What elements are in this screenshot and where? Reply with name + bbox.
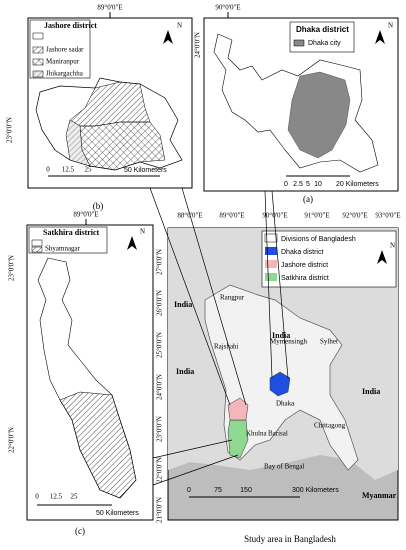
scale-label: 25 — [85, 166, 93, 174]
legend-item: Divisions of Bangladesh — [281, 236, 356, 243]
scale-label: 10 — [314, 181, 322, 188]
scale-label: 12.5 — [62, 166, 75, 174]
place: India — [272, 331, 290, 340]
panel-c: 89°0'0"E 23°0'0"N 22°0'0"N Satkhira dist… — [8, 211, 154, 536]
lon-label: 91°0'0"E — [304, 212, 329, 220]
legend-item: Dhaka district — [281, 249, 323, 256]
place: Barisal — [268, 430, 288, 438]
lat-label: 23°0'0"N — [156, 416, 164, 442]
legend — [289, 21, 355, 53]
scale-label: 50 Kilometers — [124, 167, 167, 174]
place: Sylhet — [320, 338, 338, 346]
lat-label: 27°0'0"N — [156, 249, 164, 275]
scale-label: 5 — [306, 181, 310, 188]
place: Bay of Bengal — [264, 463, 304, 471]
scale-label: 150 — [240, 487, 252, 494]
caption: (a) — [303, 194, 313, 204]
legend-item: Jashore district — [281, 262, 328, 269]
place: India — [362, 387, 380, 396]
legend-item: Maniranpur — [46, 58, 80, 66]
legend-item: Jhikargachha — [46, 70, 84, 78]
scale-label: 25 — [71, 493, 79, 501]
scale-label: 0 — [284, 181, 288, 188]
legend-item: Dhaka city — [308, 40, 341, 47]
caption: (b) — [93, 201, 104, 211]
place: Rangpur — [220, 294, 245, 302]
lon-label: 90°0'0"E — [215, 4, 240, 12]
lon-label: 89°0'0"E — [97, 4, 122, 12]
place: India — [174, 300, 192, 309]
place: Rajshahi — [214, 343, 239, 351]
place: Khulna — [246, 430, 268, 438]
panel-a: 90°0'0"E 24°0'0"N Dhaka district Dhaka c… — [194, 4, 399, 204]
north: N — [388, 22, 393, 30]
scale-label: 0 — [35, 493, 39, 501]
lon-label: 93°0'0"E — [375, 212, 400, 220]
legend-title: Satkhira district — [43, 228, 100, 237]
scale-label: 0 — [46, 166, 50, 174]
scale-label: 300 Kilometers — [292, 487, 339, 494]
place: India — [176, 367, 194, 376]
north: N — [177, 22, 182, 30]
lat-label: 22°0'0"N — [8, 427, 16, 453]
scale-label: 50 Kilometers — [96, 510, 139, 517]
legend — [261, 230, 397, 288]
scale-label: 20 Kilometers — [336, 181, 379, 188]
legend-item: Satkhira district — [281, 275, 329, 282]
lat-label: 23°0'0"N — [8, 255, 16, 281]
caption: (c) — [75, 526, 85, 536]
place: Dhaka — [276, 400, 295, 408]
lon-label: 89°0'0"E — [73, 211, 98, 219]
main-map: 88°0'0"E 89°0'0"E 90°0'0"E 91°0'0"E 92°0… — [156, 212, 401, 544]
north: N — [140, 228, 145, 236]
lat-label: 24°0'0"N — [156, 374, 164, 400]
lat-label: 26°0'0"N — [156, 290, 164, 316]
legend-item: Jashore sadar — [46, 46, 84, 54]
place: Chittagong — [314, 422, 346, 430]
north: N — [390, 242, 395, 250]
lon-label: 89°0'0"E — [219, 212, 244, 220]
lon-label: 92°0'0"E — [342, 212, 367, 220]
scale-label: 75 — [214, 487, 222, 494]
panel-b: 89°0'0"E 23°0'0"N Jashore district Jasho… — [6, 4, 193, 211]
lat-label: 25°0'0"N — [156, 332, 164, 358]
place: Myanmar — [362, 491, 397, 500]
lat-label: 21°0'0"N — [156, 497, 164, 523]
scale-label: 12.5 — [50, 493, 63, 501]
caption: Study area in Bangladesh — [244, 534, 336, 544]
connectors — [149, 187, 289, 486]
legend-title: Dhaka district — [296, 25, 349, 34]
lat-label: 23°0'0"N — [6, 117, 14, 143]
scale-label: 2.5 — [293, 181, 303, 188]
scale-label: 0 — [187, 487, 191, 494]
lat-label: 24°0'0"N — [194, 32, 202, 58]
legend-title: Jashore district — [44, 21, 97, 30]
lon-label: 90°0'0"E — [262, 212, 287, 220]
place: Mymensingh — [270, 338, 307, 346]
legend-item: Shyamnagar — [45, 245, 81, 253]
lat-label: 22°0'0"N — [156, 457, 164, 483]
